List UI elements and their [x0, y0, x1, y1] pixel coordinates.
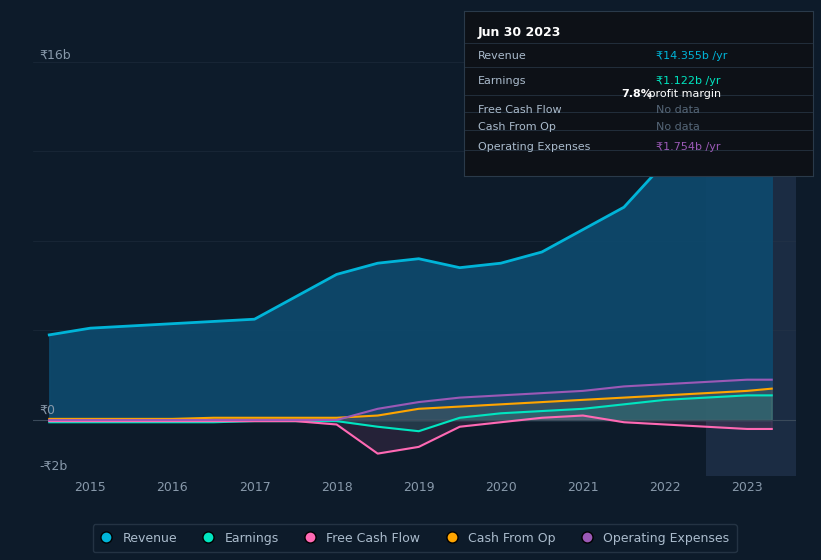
- Bar: [706, 17, 796, 476]
- Text: Operating Expenses: Operating Expenses: [478, 142, 590, 152]
- Text: ₹1.122b /yr: ₹1.122b /yr: [656, 76, 720, 86]
- Text: No data: No data: [656, 105, 699, 115]
- Text: 7.8%: 7.8%: [621, 89, 652, 99]
- Text: Cash From Op: Cash From Op: [478, 122, 556, 132]
- Text: Free Cash Flow: Free Cash Flow: [478, 105, 562, 115]
- Text: ₹0: ₹0: [39, 404, 55, 417]
- Text: Earnings: Earnings: [478, 76, 526, 86]
- Text: ₹16b: ₹16b: [39, 49, 71, 62]
- Text: ₹14.355b /yr: ₹14.355b /yr: [656, 51, 727, 61]
- Legend: Revenue, Earnings, Free Cash Flow, Cash From Op, Operating Expenses: Revenue, Earnings, Free Cash Flow, Cash …: [93, 524, 736, 552]
- Text: ₹1.754b /yr: ₹1.754b /yr: [656, 142, 720, 152]
- Text: Jun 30 2023: Jun 30 2023: [478, 26, 562, 39]
- Text: Revenue: Revenue: [478, 51, 526, 61]
- Text: -₹2b: -₹2b: [39, 460, 67, 473]
- Text: No data: No data: [656, 122, 699, 132]
- Text: profit margin: profit margin: [645, 89, 722, 99]
